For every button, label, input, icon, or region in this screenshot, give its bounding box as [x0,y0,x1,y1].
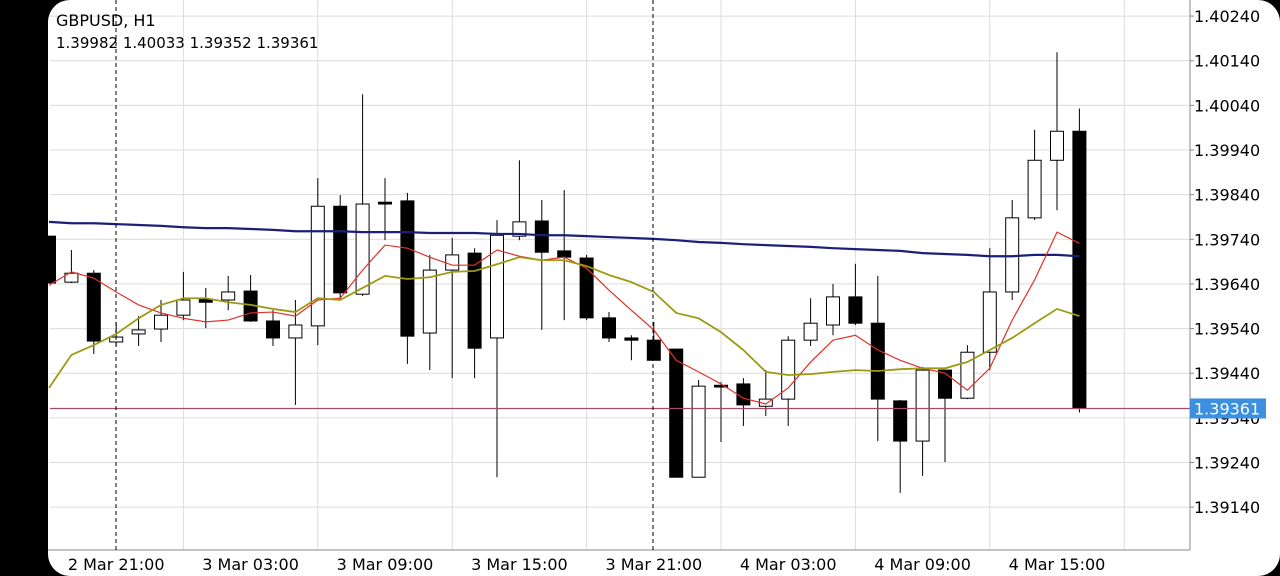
candle-body [400,200,415,337]
y-tick-label: 1.39240 [1194,454,1260,473]
low-value: 1.39352 [190,34,252,52]
candle-body [982,291,997,353]
candle-body [714,384,728,388]
y-tick-label: 1.39940 [1194,141,1260,160]
x-tick-label: 3 Mar 15:00 [471,555,568,574]
candle-body [467,252,482,349]
current-price-box [1190,398,1266,419]
candle-body [803,322,818,341]
candle-body [893,400,908,442]
x-tick-label: 4 Mar 09:00 [874,555,971,574]
candle-body [1050,130,1064,161]
candle-body [736,383,751,406]
candle-body [176,299,191,316]
candle-body [333,205,348,294]
candle-body [512,221,527,237]
candle-body [602,317,616,339]
candle-body [669,348,684,478]
high-value: 1.40033 [123,34,185,52]
plot-area [42,0,1190,550]
open-value: 1.39982 [56,34,118,52]
candle-body [624,337,639,341]
y-tick-label: 1.39540 [1194,320,1260,339]
candle-body [288,324,303,339]
screen [48,0,1280,576]
moving-average [48,220,1080,258]
candle-body [579,257,594,319]
current-price-label: 1.39361 [1194,399,1260,418]
candle-body [781,339,796,400]
candle-body [848,296,863,324]
bezel [0,0,48,576]
candle-body [1072,130,1087,409]
candle-body [355,203,370,295]
x-tick-label: 2 Mar 21:00 [68,555,165,574]
y-tick-label: 1.40040 [1194,96,1260,115]
candle-body [131,329,146,335]
candle-body [870,322,885,400]
candle-body [826,296,840,326]
y-tick-label: 1.39740 [1194,230,1260,249]
candle-body [154,314,168,330]
moving-average [48,256,1080,389]
candle-body [557,250,572,258]
candle-body [378,201,392,205]
x-tick-label: 3 Mar 21:00 [605,555,702,574]
y-tick-label: 1.40140 [1194,52,1260,71]
candle-body [691,385,706,478]
candle-body [310,205,325,327]
y-tick-label: 1.39440 [1194,364,1260,383]
moving-average [48,231,1080,405]
chart-title: GBPUSD, H1 [56,11,156,30]
candle-body [490,234,504,339]
x-tick-label: 4 Mar 15:00 [1009,555,1106,574]
x-tick-label: 4 Mar 03:00 [740,555,837,574]
close-value: 1.39361 [256,34,318,52]
candle-body [221,291,236,301]
candle-body [86,272,101,342]
candle-body [64,272,79,283]
candle-body [915,369,930,442]
y-tick-label: 1.39840 [1194,186,1260,205]
candle-body [534,220,549,253]
y-tick-label: 1.39140 [1194,498,1260,517]
candle-body [422,269,437,334]
candle-body [445,254,460,271]
candle-body [646,339,661,361]
x-tick-label: 3 Mar 03:00 [202,555,299,574]
ohlc-header: 1.39982 1.40033 1.39352 1.39361 [56,34,318,52]
candle-body [266,320,280,339]
candle-body [938,369,952,399]
y-tick-label: 1.39640 [1194,275,1260,294]
y-tick-label: 1.40240 [1194,7,1260,26]
x-tick-label: 3 Mar 09:00 [337,555,434,574]
candle-body [1027,159,1042,219]
